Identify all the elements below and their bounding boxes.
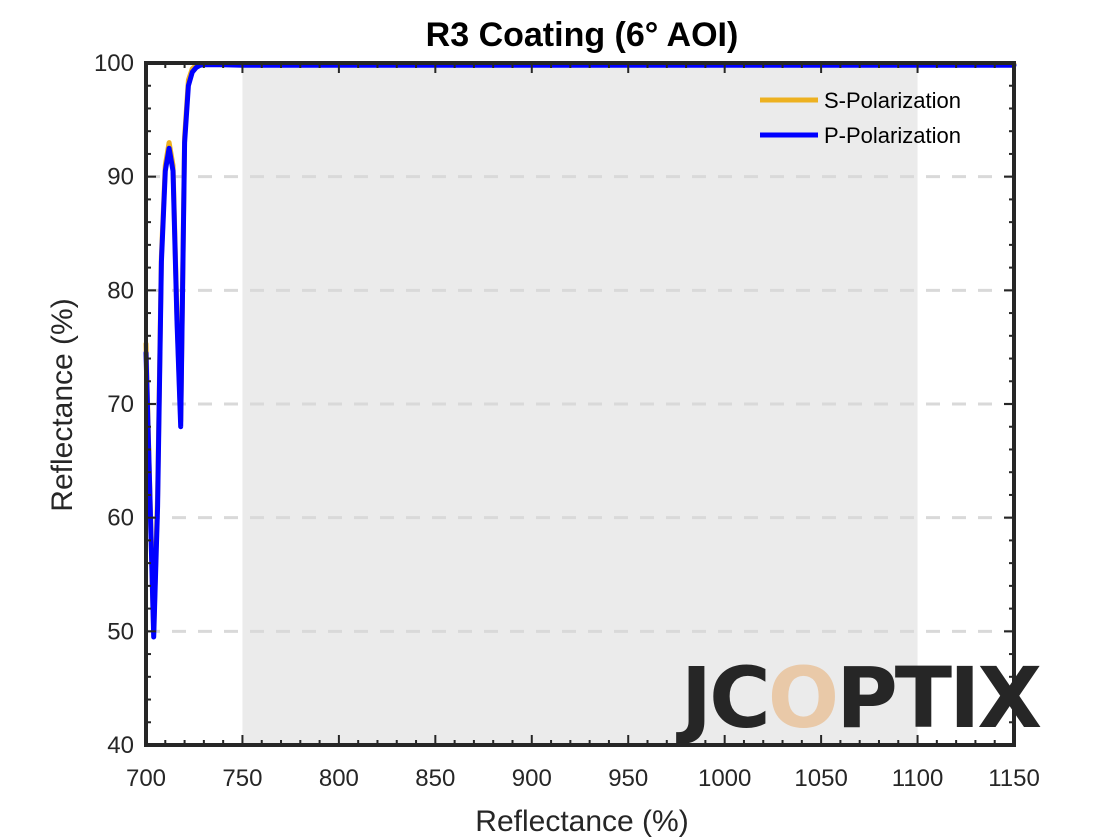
series-line-p-polarization — [143, 62, 1017, 640]
watermark: JCOPTIX — [676, 649, 1045, 747]
highlight-band-layer — [242, 63, 918, 745]
legend: S-Polarization P-Polarization — [760, 88, 961, 148]
legend-label-s-polarization: S-Polarization — [824, 88, 961, 113]
x-tick-label: 700 — [126, 765, 166, 792]
x-tick-label: 900 — [512, 765, 552, 792]
y-axis-label: Reflectance (%) — [46, 298, 79, 511]
y-tick-label: 40 — [107, 732, 134, 759]
x-tick-label: 1100 — [892, 765, 944, 792]
highlight-band — [242, 63, 918, 745]
x-tick-label: 950 — [608, 765, 648, 792]
chart-title: R3 Coating (6° AOI) — [426, 16, 739, 54]
tick-layer: 700 750 800 850 900 950 1000 1050 1100 1150 40 50 60… — [94, 50, 1040, 792]
y-tick-label: 70 — [107, 391, 134, 418]
x-axis-label: Reflectance (%) — [475, 805, 688, 838]
y-tick-label: 90 — [107, 164, 134, 191]
y-tick-label: 60 — [107, 505, 134, 532]
x-tick-label: 1050 — [794, 765, 847, 792]
x-tick-label: 1000 — [698, 765, 751, 792]
watermark-logo: JCOPTIX — [676, 649, 1042, 747]
x-tick-label: 750 — [222, 765, 262, 792]
legend-label-p-polarization: P-Polarization — [824, 123, 961, 148]
x-tick-label: 850 — [415, 765, 455, 792]
x-tick-label: 800 — [319, 765, 359, 792]
y-tick-label: 80 — [107, 277, 134, 304]
y-tick-label: 50 — [107, 618, 134, 645]
x-tick-label: 1150 — [988, 765, 1040, 792]
y-tick-label: 100 — [94, 50, 134, 77]
